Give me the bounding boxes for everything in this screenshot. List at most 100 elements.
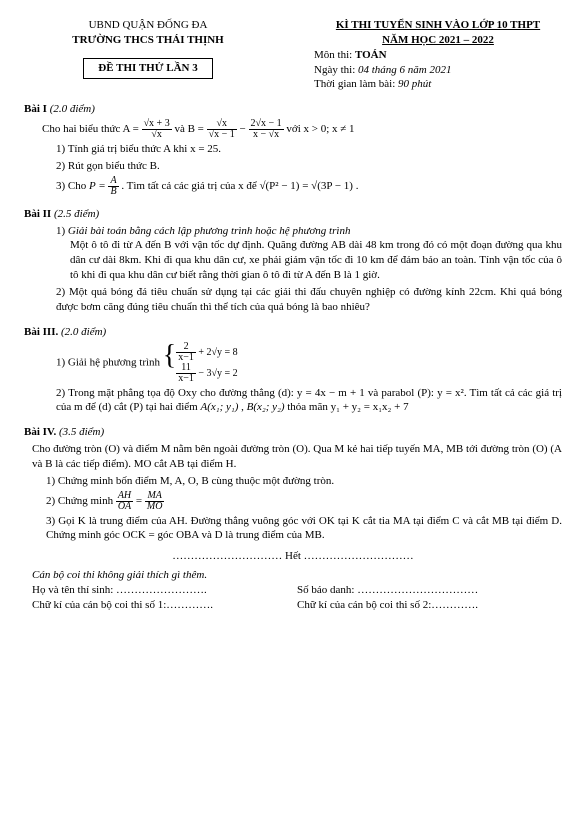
sys-f2-num: 11	[176, 363, 196, 374]
frac-b1: √x√x − 1	[207, 119, 237, 140]
system-brace: { 2x−1 + 2√y = 8 11x−1 − 3√y = 2	[163, 342, 238, 384]
exam-year: NĂM HỌC 2021 – 2022	[314, 33, 562, 48]
exam-page: UBND QUẬN ĐỐNG ĐA TRƯỜNG THCS THÁI THỊNH…	[0, 0, 586, 833]
bai4-label: Bài IV.	[24, 426, 59, 438]
subject-label: Môn thi:	[314, 49, 355, 61]
bai4-content: Cho đường tròn (O) và điểm M nằm bên ngo…	[32, 442, 562, 543]
sbd-field: Số báo danh: ……………………………	[297, 583, 562, 598]
frac-a: √x + 3√x	[142, 119, 172, 140]
point-b: B(x₂; y₂)	[247, 401, 285, 413]
bai3-title: Bài III. (2.0 điểm)	[24, 325, 562, 340]
bai3-label: Bài III.	[24, 326, 61, 338]
bai1-dot: .	[356, 180, 359, 192]
bai1-q3a: 3) Cho	[56, 180, 89, 192]
bai4-pts: (3.5 điểm)	[59, 426, 104, 438]
bai1-q1: 1) Tính giá trị biểu thức A khi x = 25.	[56, 142, 562, 157]
sys-f1-num: 2	[176, 342, 196, 353]
sig2-field: Chữ kí của cán bộ coi thi số 2:………….	[297, 598, 562, 613]
bai1-q3b: . Tìm tất cả các giá trị của x để	[121, 180, 259, 192]
bai1-q2: 2) Rút gọn biểu thức B.	[56, 159, 562, 174]
bai3-content: 1) Giải hệ phương trình { 2x−1 + 2√y = 8…	[42, 342, 562, 416]
frac-ah-oa: AHOA	[116, 491, 133, 512]
bai4-q2a: 2) Chứng minh	[46, 495, 116, 507]
bai2-pts: (2.5 điểm)	[54, 208, 99, 220]
frac-b1-den: √x − 1	[207, 130, 237, 140]
bai3-q2: 2) Trong mặt phẳng tọa độ Oxy cho đường …	[56, 386, 562, 416]
sys-row2: 11x−1 − 3√y = 2	[176, 363, 237, 384]
bai2-q1: 1) Giải bài toán bằng cách lập phương tr…	[56, 224, 562, 283]
frac-mo: MO	[145, 502, 165, 512]
bai3-q1: 1) Giải hệ phương trình { 2x−1 + 2√y = 8…	[56, 342, 562, 384]
sqrt1: √(P² − 1)	[259, 180, 299, 192]
time-line: Thời gian làm bài: 90 phút	[314, 77, 562, 92]
frac-p-den: B	[108, 187, 118, 197]
bai2-title: Bài II (2.5 điểm)	[24, 207, 562, 222]
bai3-q1-label: 1) Giải hệ phương trình	[56, 356, 163, 368]
header-left: UBND QUẬN ĐỐNG ĐA TRƯỜNG THCS THÁI THỊNH…	[24, 18, 272, 92]
bai3-pts: (2.0 điểm)	[61, 326, 106, 338]
bai2-q2: 2) Một quả bóng đá tiêu chuẩn sử dụng tạ…	[56, 285, 562, 315]
bai2-label: Bài II	[24, 208, 54, 220]
ubnd-line: UBND QUẬN ĐỐNG ĐA	[24, 18, 272, 33]
frac-b2-den: x − √x	[249, 130, 284, 140]
point-a: A(x₁; y₁)	[200, 401, 238, 413]
bai3-cond: y₁ + y₂ = x₁x₂ + 7	[331, 401, 409, 413]
date-label: Ngày thi:	[314, 64, 358, 76]
sys-f1-den: x−1	[176, 353, 196, 363]
date-value: 04 tháng 6 năm 2021	[358, 64, 452, 76]
footer-note: Cán bộ coi thi không giải thích gì thêm.	[32, 568, 562, 583]
sqrt2: √(3P − 1)	[311, 180, 353, 192]
bai1-q3: 3) Cho P = AB . Tìm tất cả các giá trị c…	[56, 176, 562, 197]
sys-frac1: 2x−1	[176, 342, 196, 363]
bai1-intro-a: Cho hai biểu thức A =	[42, 123, 142, 135]
frac-ma: MA	[145, 491, 165, 502]
exam-attempt-box: ĐỀ THI THỬ LẦN 3	[83, 58, 212, 79]
brace-icon: {	[163, 342, 176, 384]
header: UBND QUẬN ĐỐNG ĐA TRƯỜNG THCS THÁI THỊNH…	[24, 18, 562, 92]
bai1-intro-b: và B =	[174, 123, 206, 135]
bai4-q3: 3) Gọi K là trung điểm của AH. Đường thẳ…	[46, 514, 562, 544]
frac-p: AB	[108, 176, 118, 197]
bai2-q1-it: Giải bài toán bằng cách lập phương trình…	[68, 225, 351, 237]
bai1-p-eq: P =	[89, 180, 108, 192]
minus: −	[240, 123, 249, 135]
frac-oa: OA	[116, 502, 133, 512]
bai1-content: Cho hai biểu thức A = √x + 3√x và B = √x…	[42, 119, 562, 197]
bai1-title: Bài I (2.0 điểm)	[24, 102, 562, 117]
sys-f2-den: x−1	[176, 374, 196, 384]
subject-line: Môn thi: TOÁN	[314, 48, 562, 63]
time-value: 90 phút	[398, 78, 431, 90]
bai1-cond: với x > 0; x ≠ 1	[286, 123, 354, 135]
date-line: Ngày thi: 04 tháng 6 năm 2021	[314, 63, 562, 78]
subject-value: TOÁN	[355, 49, 387, 61]
bai1-label: Bài I	[24, 103, 50, 115]
time-label: Thời gian làm bài:	[314, 78, 398, 90]
sys-frac2: 11x−1	[176, 363, 196, 384]
footer: Cán bộ coi thi không giải thích gì thêm.…	[24, 568, 562, 613]
system-rows: 2x−1 + 2√y = 8 11x−1 − 3√y = 2	[176, 342, 237, 384]
bai4-q1: 1) Chứng minh bốn điểm M, A, O, B cùng t…	[46, 474, 562, 489]
frac-ma-mo: MAMO	[145, 491, 165, 512]
bai1-pts: (2.0 điểm)	[50, 103, 95, 115]
sys-r1-rest: + 2√y = 8	[198, 346, 237, 357]
sys-row1: 2x−1 + 2√y = 8	[176, 342, 237, 363]
header-right: KÌ THI TUYỂN SINH VÀO LỚP 10 THPT NĂM HỌ…	[284, 18, 562, 92]
bai4-intro: Cho đường tròn (O) và điểm M nằm bên ngo…	[32, 442, 562, 472]
end-line: ………………………… Hết …………………………	[24, 549, 562, 564]
bai1-eq: =	[302, 180, 311, 192]
bai3-q2b: thỏa mãn	[287, 401, 330, 413]
bai2-content: 1) Giải bài toán bằng cách lập phương tr…	[42, 224, 562, 315]
bai2-q1-body: Một ô tô đi từ A đến B với vận tốc dự đị…	[70, 238, 562, 283]
bai4-title: Bài IV. (3.5 điểm)	[24, 425, 562, 440]
frac-a-den: √x	[142, 130, 172, 140]
bai2-q1-head: 1)	[56, 225, 68, 237]
bai1-expr: Cho hai biểu thức A = √x + 3√x và B = √x…	[42, 119, 562, 140]
bai4-q2: 2) Chứng minh AHOA = MAMO	[46, 491, 562, 512]
school-name: TRƯỜNG THCS THÁI THỊNH	[24, 33, 272, 48]
sig1-field: Chữ kí của cán bộ coi thi số 1:………….	[32, 598, 297, 613]
sys-r2-rest: − 3√y = 2	[198, 367, 237, 378]
name-field: Họ và tên thí sinh: …………………….	[32, 583, 297, 598]
frac-ah: AH	[116, 491, 133, 502]
bai4-eq: =	[136, 495, 145, 507]
exam-title: KÌ THI TUYỂN SINH VÀO LỚP 10 THPT	[314, 18, 562, 33]
